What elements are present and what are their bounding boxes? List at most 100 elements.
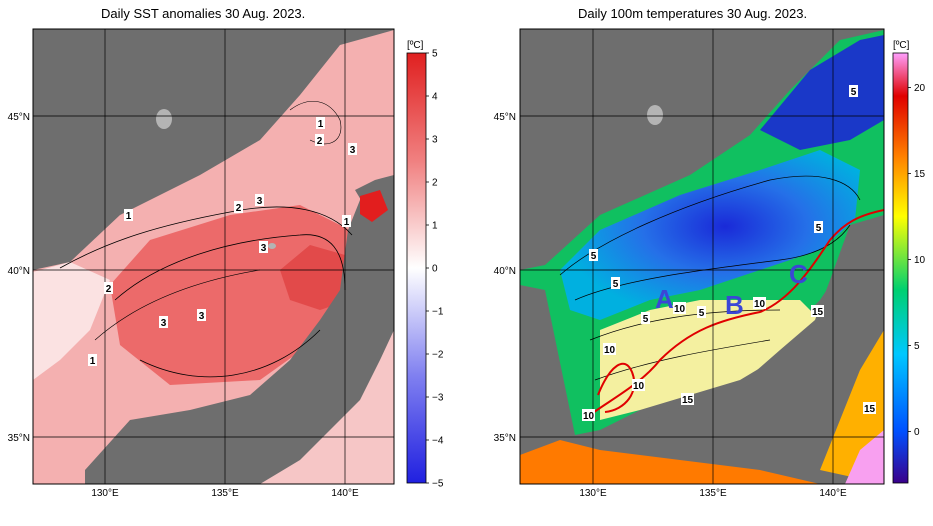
contour-label-text: 1 bbox=[344, 217, 350, 228]
contour-label-text: 10 bbox=[604, 345, 616, 356]
colorbar-tick-label: 1 bbox=[432, 221, 438, 232]
left-contour-label: 1 bbox=[316, 117, 325, 130]
contour-label-text: 3 bbox=[350, 145, 356, 156]
left-contour-label: 3 bbox=[348, 143, 357, 156]
lat-label: 45°N bbox=[494, 112, 516, 123]
contour-label-text: 1 bbox=[90, 356, 96, 367]
right-map: 5 5 5 5 10 5 10 5 10 15 10 10 15 15 A B … bbox=[494, 28, 926, 499]
front-loop bbox=[597, 362, 636, 413]
right-contour-label: 15 bbox=[811, 305, 824, 318]
left-map: 1 2 3 1 2 3 1 2 3 1 3 3 45°N 40°N 35°N 1… bbox=[8, 28, 444, 499]
right-contour-label: 5 bbox=[611, 277, 620, 290]
lon-label: 130°E bbox=[91, 488, 119, 499]
colorbar-tick-label: 2 bbox=[432, 178, 438, 189]
left-island-small bbox=[268, 243, 276, 249]
left-contour-label: 1 bbox=[88, 354, 97, 367]
left-contour-label: 2 bbox=[234, 201, 243, 214]
lon-label: 130°E bbox=[579, 488, 607, 499]
colorbar-tick-label: 0 bbox=[432, 264, 438, 275]
marker-b: B bbox=[725, 290, 744, 320]
right-contour-label: 10 bbox=[673, 302, 686, 315]
colorbar-tick-label: 3 bbox=[432, 135, 438, 146]
colorbar-tick-label: 4 bbox=[432, 92, 438, 103]
left-contour-label: 3 bbox=[197, 309, 206, 322]
right-contour-label: 10 bbox=[753, 297, 766, 310]
left-contour-label: 1 bbox=[124, 209, 133, 222]
contour-label-text: 15 bbox=[682, 395, 694, 406]
colorbar-tick-label: −5 bbox=[432, 479, 444, 490]
right-contour-label: 10 bbox=[632, 379, 645, 392]
lat-label: 40°N bbox=[8, 266, 30, 277]
left-map-title: Daily SST anomalies 30 Aug. 2023. bbox=[101, 6, 306, 21]
marker-a: A bbox=[655, 284, 674, 314]
colorbar-tick-label: −1 bbox=[432, 307, 444, 318]
contour-label-text: 1 bbox=[318, 119, 324, 130]
left-contour-label: 2 bbox=[104, 282, 113, 295]
right-sea-north-blue bbox=[760, 35, 884, 150]
lat-label: 40°N bbox=[494, 266, 516, 277]
right-contour-label: 5 bbox=[814, 221, 823, 234]
left-anomaly-warm-east bbox=[280, 245, 350, 310]
colorbar-tick-label: 5 bbox=[914, 341, 920, 352]
contour-label-text: 5 bbox=[699, 308, 705, 319]
lon-label: 135°E bbox=[699, 488, 727, 499]
contour-label-text: 10 bbox=[754, 299, 766, 310]
left-island bbox=[156, 109, 172, 129]
left-map-frame bbox=[32, 28, 395, 485]
right-contour-label: 15 bbox=[681, 393, 694, 406]
contour-label-text: 5 bbox=[816, 223, 822, 234]
contour-label-text: 15 bbox=[812, 307, 824, 318]
colorbar-tick-label: −4 bbox=[432, 436, 444, 447]
left-pacific-sea bbox=[260, 330, 394, 484]
right-sea-coastal-warm bbox=[600, 300, 820, 420]
contour-label-text: 2 bbox=[236, 203, 242, 214]
right-colorbar: [ºC] 20 15 10 5 0 bbox=[892, 40, 926, 484]
contour-label-text: 3 bbox=[199, 311, 205, 322]
left-lon-labels: 130°E 135°E 140°E bbox=[91, 488, 359, 499]
left-grid bbox=[33, 29, 394, 484]
left-colorbar: [ºC] 5 4 3 2 1 0 −1 −2 −3 −4 −5 bbox=[406, 40, 444, 490]
left-contour-labels: 1 2 3 1 2 3 1 2 3 1 3 3 bbox=[88, 117, 357, 367]
right-lon-labels: 130°E 135°E 140°E bbox=[579, 488, 847, 499]
contour-label-text: 5 bbox=[851, 87, 857, 98]
left-warm-patch bbox=[360, 190, 388, 222]
right-contour-label: 10 bbox=[582, 409, 595, 422]
right-pacific-pink bbox=[845, 430, 884, 484]
right-contour-label: 5 bbox=[641, 312, 650, 325]
left-anomaly-cool-west bbox=[33, 262, 110, 380]
left-lat-labels: 45°N 40°N 35°N bbox=[8, 112, 30, 444]
contour-label-text: 10 bbox=[583, 411, 595, 422]
right-island bbox=[647, 105, 663, 125]
left-contour-label: 2 bbox=[315, 134, 324, 147]
contour-label-text: 5 bbox=[613, 279, 619, 290]
left-contour-label: 3 bbox=[255, 194, 264, 207]
colorbar-gradient bbox=[406, 52, 427, 484]
right-lat-labels: 45°N 40°N 35°N bbox=[494, 112, 516, 444]
right-region-markers: A B C bbox=[655, 259, 808, 320]
right-contour-label: 5 bbox=[697, 306, 706, 319]
right-contour-label: 10 bbox=[603, 343, 616, 356]
contour-label-text: 15 bbox=[864, 404, 876, 415]
right-contour-label: 5 bbox=[589, 249, 598, 262]
lat-label: 35°N bbox=[8, 433, 30, 444]
lat-label: 35°N bbox=[494, 433, 516, 444]
lon-label: 140°E bbox=[331, 488, 359, 499]
contour-label-text: 3 bbox=[257, 196, 263, 207]
contour-label-text: 3 bbox=[161, 318, 167, 329]
colorbar-tick-label: −2 bbox=[432, 350, 444, 361]
contour-label-text: 2 bbox=[106, 284, 112, 295]
contour-label-text: 3 bbox=[261, 243, 267, 254]
contour-label-text: 10 bbox=[633, 381, 645, 392]
left-contour-label: 1 bbox=[342, 215, 351, 228]
right-honshu bbox=[560, 215, 884, 484]
colorbar-tick-label: 5 bbox=[432, 49, 438, 60]
right-sea-basin bbox=[560, 150, 860, 320]
right-map-title: Daily 100m temperatures 30 Aug. 2023. bbox=[578, 6, 808, 21]
contour-label-text: 10 bbox=[674, 304, 686, 315]
contour-label-text: 5 bbox=[591, 251, 597, 262]
contour-label-text: 1 bbox=[126, 211, 132, 222]
contour-label-text: 2 bbox=[317, 136, 323, 147]
right-contour-label: 15 bbox=[863, 402, 876, 415]
left-honshu bbox=[85, 195, 394, 484]
